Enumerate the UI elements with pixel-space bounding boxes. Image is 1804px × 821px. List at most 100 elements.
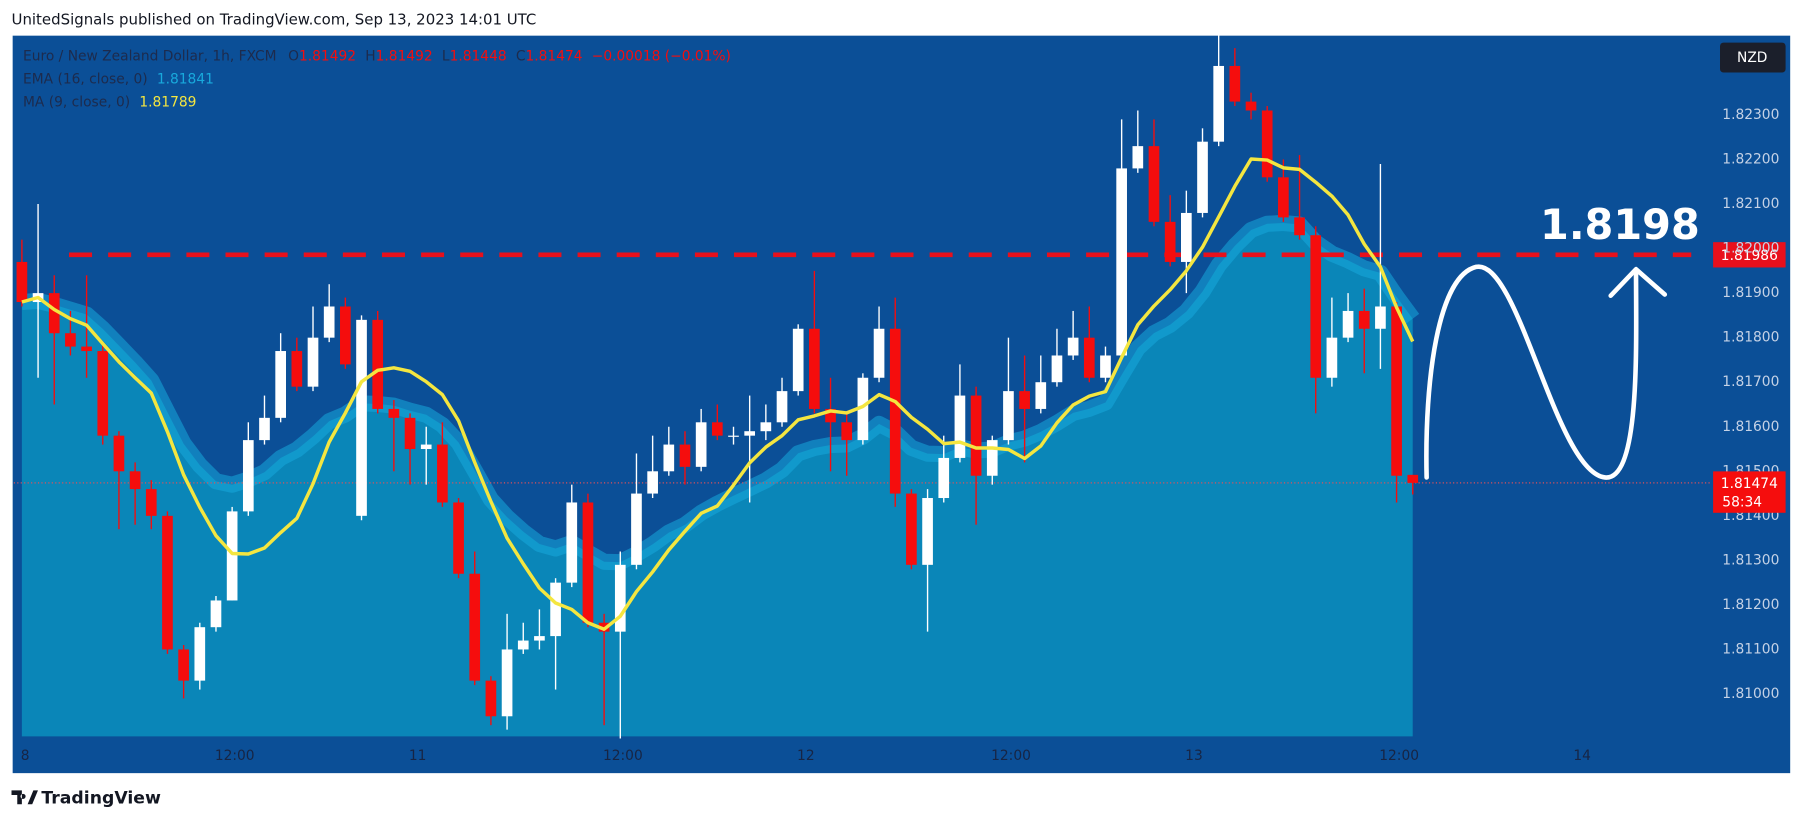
candle-body [954,395,966,458]
y-tick-label: 1.81000 [1722,686,1779,702]
candle-body [1003,391,1014,441]
candle-body [65,333,76,347]
ma-line [21,157,1415,631]
candle-body [566,502,578,583]
legend-indicator-value: 1.81789 [139,94,196,110]
last-price-tag [1713,471,1786,513]
candle-body [453,502,464,574]
candle-body [1294,217,1305,236]
x-tick-label: 8 [21,748,30,764]
candle-body [129,471,141,490]
candle-body [1375,306,1386,329]
x-tick-label: 14 [1573,748,1591,764]
currency-box [1720,42,1786,73]
x-tick-label: 12:00 [603,748,643,764]
countdown: 58:34 [1722,494,1762,510]
candle-body [356,319,367,516]
header: UnitedSignals published on TradingView.c… [12,11,537,29]
candle-body [631,493,642,565]
x-tick-label: 11 [409,748,427,764]
candle-body [291,351,303,387]
candle-body [259,417,270,441]
candle-body [889,328,901,494]
candle-body [323,306,335,338]
y-tick-label: 1.81100 [1722,641,1779,657]
candle-body [1245,101,1257,111]
candle-body [1067,337,1079,356]
legend-indicator-name: MA (9, close, 0) [23,94,130,110]
candle-body [582,502,594,623]
candle-body [776,391,788,423]
legend-indicator-value: 1.81841 [157,71,214,87]
candle-body [970,395,982,476]
candle-body [501,649,513,717]
candle-body [242,440,254,512]
legend-indicator-name: EMA (16, close, 0) [23,71,148,87]
legend-symbol-line: Euro / New Zealand Dollar, 1h, FXCM O1.81… [23,48,731,64]
candle-body [906,493,917,565]
candle-body [1342,310,1354,338]
legend-symbol: Euro / New Zealand Dollar, 1h, FXCM [23,48,277,64]
candle-body [1278,177,1289,218]
candle-body [922,498,933,565]
candle-body [48,293,60,334]
overlay: 1.8198 [1424,201,1700,480]
legend-ema-line: EMA (16, close, 0) 1.81841 [23,71,214,87]
candle-body [711,422,723,436]
candle-body [210,600,222,628]
forecast-curve [1424,264,1639,480]
candle-body [986,440,998,476]
candle-body [1407,474,1419,483]
candle-body [679,444,691,467]
candle-body [275,351,286,418]
y-tick-label: 1.82200 [1722,151,1779,167]
candle-body [728,435,739,437]
last-price-label: 1.81474 [1721,476,1778,492]
candle-body [372,319,384,409]
candle-body [1100,355,1111,378]
candle-body [162,515,173,650]
candle-body [1181,212,1192,262]
y-tick-label: 1.81600 [1722,419,1779,435]
candle-body [1051,355,1063,383]
candle-body [469,573,481,681]
candle-body [340,306,351,365]
x-tick-label: 13 [1185,748,1203,764]
candle-body [1083,337,1095,378]
candle-body [420,444,432,450]
candle-body [760,422,772,432]
candle-body [825,408,836,423]
legend-ohlc-value: 1.81492 [376,48,433,64]
candle-body [485,680,497,717]
logo-icon [11,790,38,805]
candle-body [1229,65,1241,102]
candle-body [145,489,157,516]
y-tick-label: 1.82100 [1722,196,1779,212]
legend-ma-line: MA (9, close, 0) 1.81789 [23,94,196,110]
candle-body [178,649,189,681]
candle-body [1310,235,1322,378]
candle-body [1197,141,1208,213]
candle-body [1116,168,1127,356]
y-tick-label: 1.82300 [1722,107,1779,123]
candle-body [809,328,820,409]
candle-body [1164,221,1176,262]
price-line-label: 1.81986 [1721,248,1778,264]
candle-body [1019,391,1030,409]
candle-body [647,471,658,494]
candle-body [194,627,206,681]
y-tick-label: 1.81800 [1722,330,1779,346]
candle-body [1148,146,1160,222]
candle-body [81,346,92,352]
candle-body [792,328,804,392]
candle-body [534,636,545,641]
y-tick-label: 1.81900 [1722,285,1779,301]
legend-ohlc-label: C [516,48,526,64]
x-tick-label: 12 [797,748,815,764]
legend-ohlc-value: 1.81474 [525,48,582,64]
legend-ohlc-value: 1.81492 [299,48,356,64]
candle-body [1035,382,1047,409]
candle-body [873,328,885,378]
y-tick-label: 1.81700 [1722,374,1779,390]
